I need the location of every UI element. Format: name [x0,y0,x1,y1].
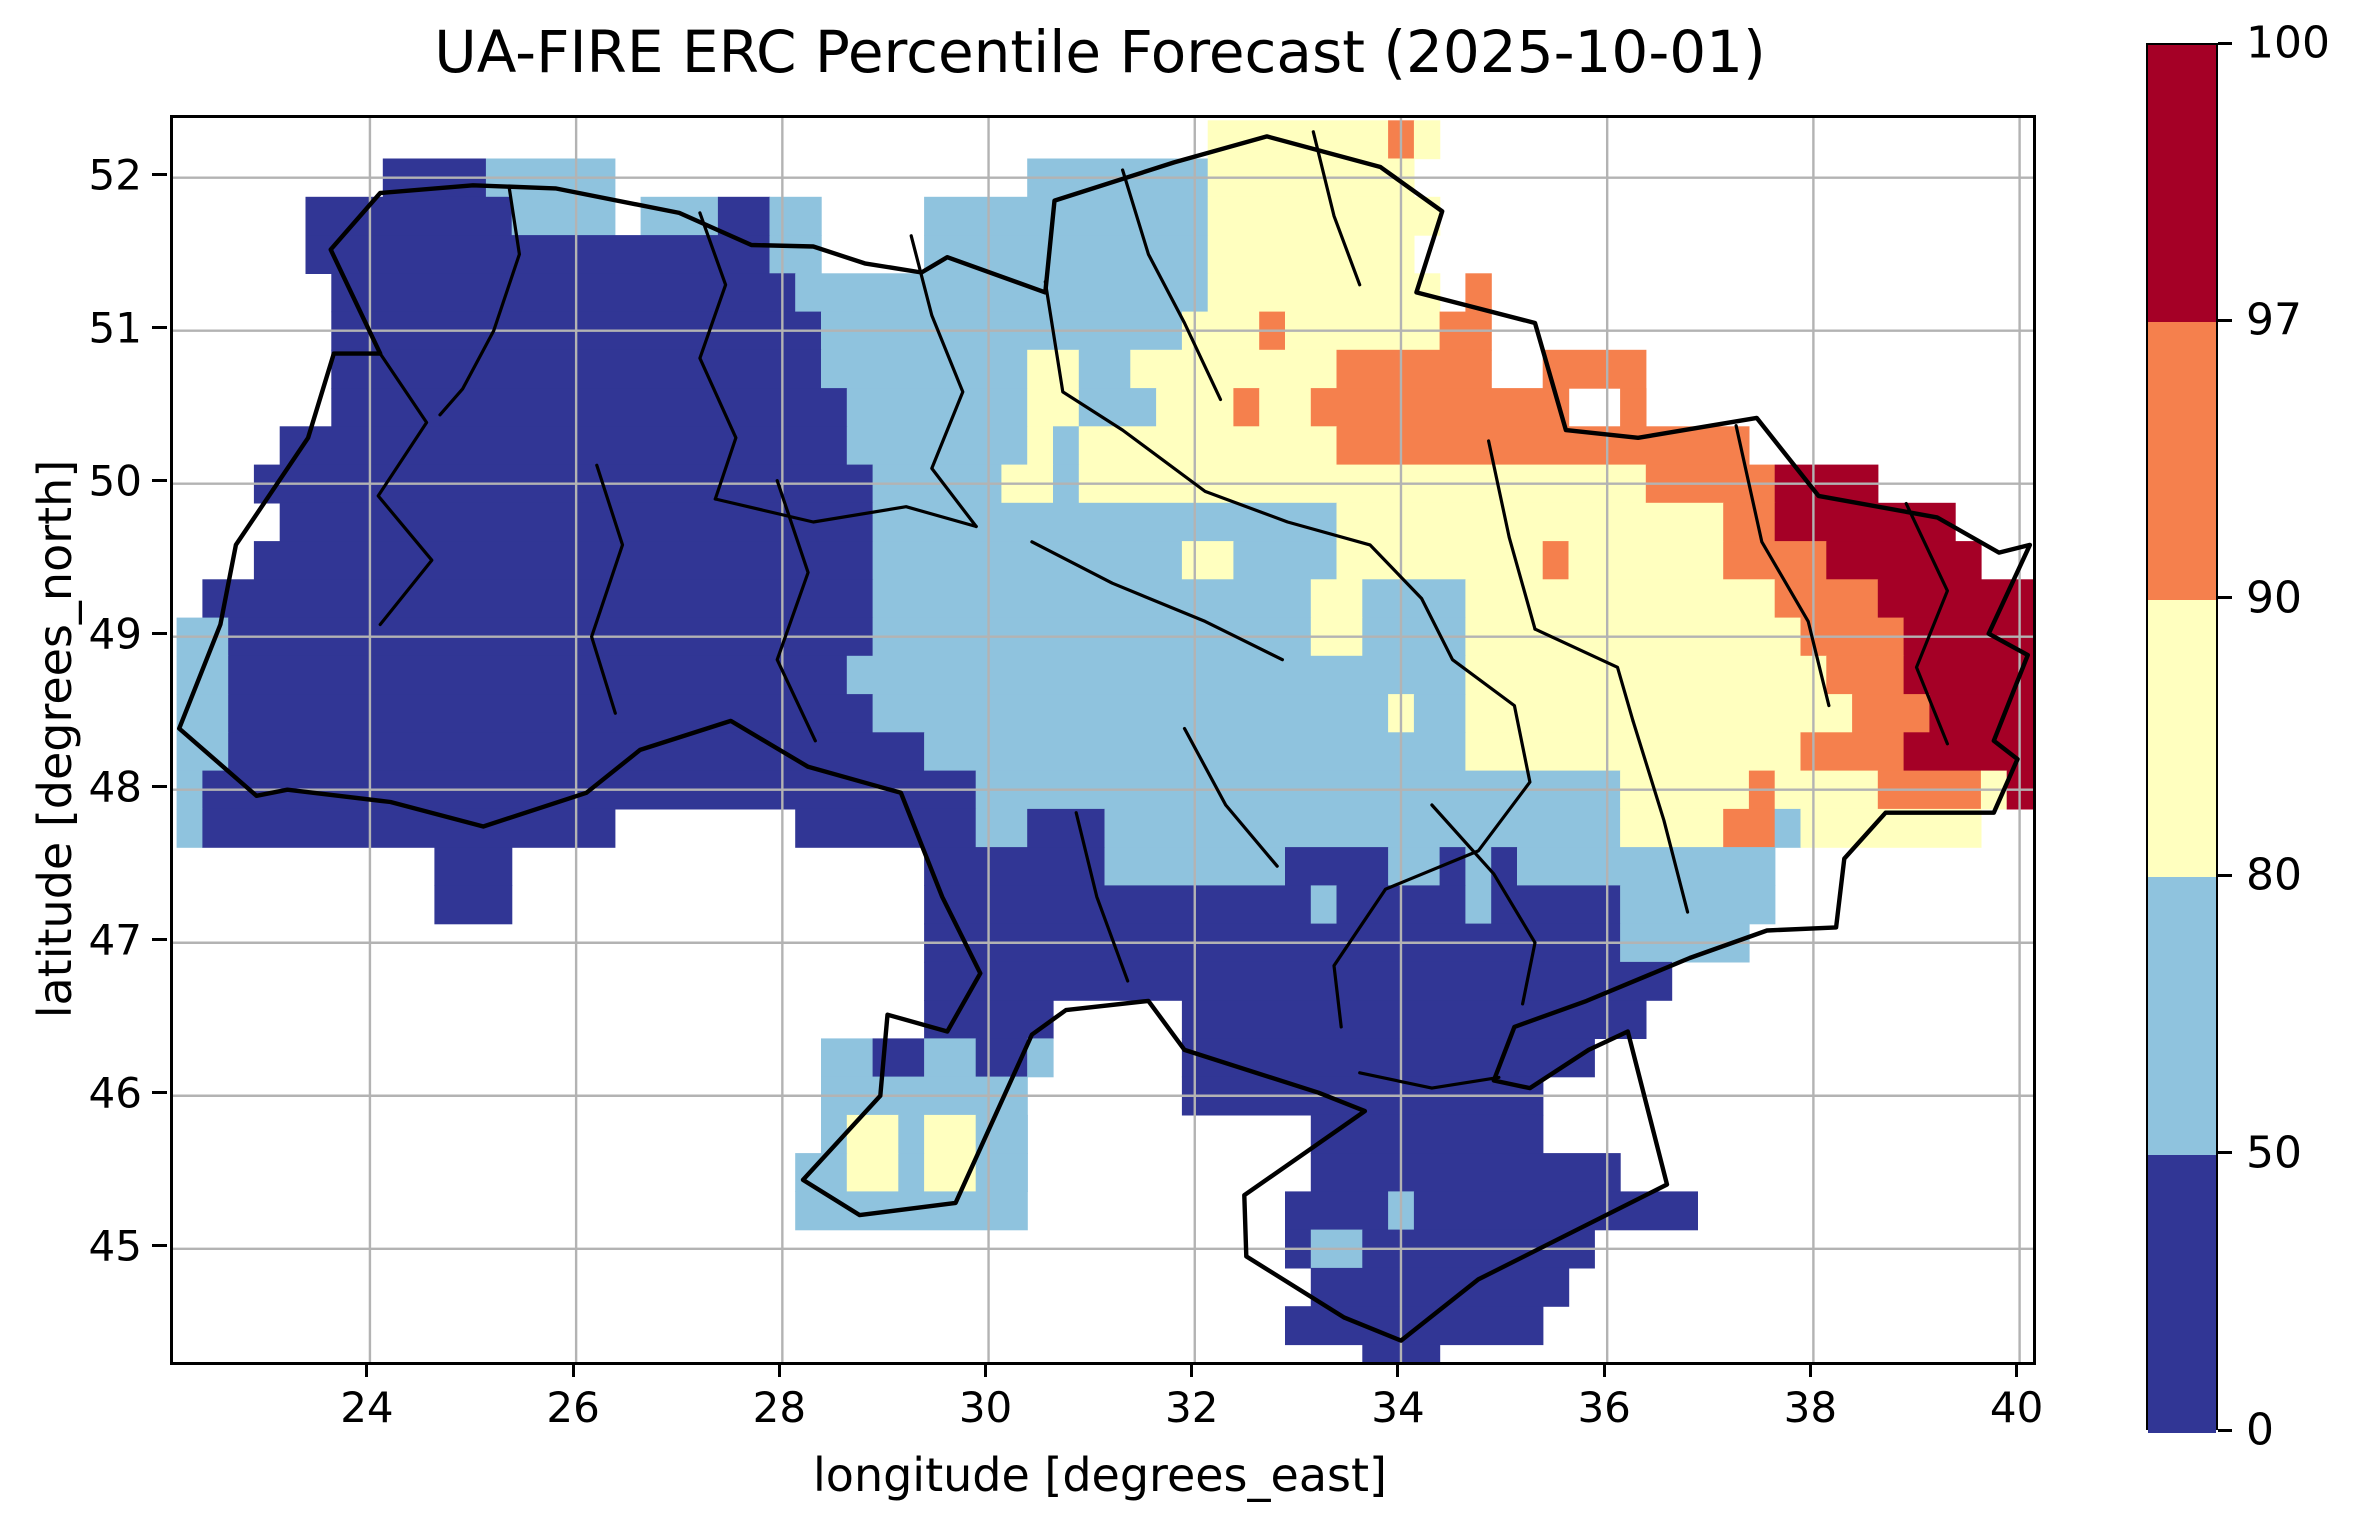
x-tick-label: 30 [958,1383,1013,1432]
x-tick-label: 34 [1371,1383,1425,1432]
x-tick-label: 38 [1783,1383,1838,1432]
y-tick-label: 49 [88,609,142,659]
y-tick-mark [152,632,167,636]
x-tick-mark [1602,1362,1606,1377]
x-tick-mark [1808,1362,1812,1377]
x-tick-mark [571,1362,575,1377]
x-tick-label: 36 [1577,1383,1631,1432]
colorbar-segment [2148,322,2216,601]
y-tick-label: 48 [88,762,142,812]
x-tick-label: 32 [1165,1383,1219,1432]
colorbar-tick-label: 97 [2246,294,2302,346]
y-tick-mark [152,1244,167,1248]
gridlines [173,118,2033,1362]
y-tick-label: 47 [88,915,142,965]
y-axis-label: latitude [degrees_north] [28,459,82,1019]
x-tick-mark [2015,1362,2019,1377]
colorbar-tick-mark [2218,318,2232,322]
y-tick-label: 45 [88,1221,142,1271]
y-tick-mark [152,785,167,789]
x-tick-mark [1396,1362,1400,1377]
x-tick-mark [1190,1362,1194,1377]
raster-cells [176,120,2033,1362]
x-axis-label: longitude [degrees_east] [813,1448,1387,1502]
chart-title: UA-FIRE ERC Percentile Forecast (2025-10… [434,18,1766,86]
colorbar-tick-label: 100 [2246,17,2330,69]
colorbar-segment [2148,1154,2216,1433]
colorbar-segment [2148,599,2216,879]
y-tick-mark [152,938,167,942]
y-tick-mark [152,1091,167,1095]
colorbar-segment [2148,45,2216,324]
x-tick-label: 24 [340,1383,394,1432]
colorbar-tick-label: 50 [2246,1127,2302,1179]
x-tick-mark [365,1362,369,1377]
y-tick-label: 52 [88,150,142,200]
y-tick-label: 46 [88,1068,142,1118]
colorbar-tick-mark [2218,596,2232,600]
x-tick-mark [777,1362,781,1377]
y-tick-mark [152,173,167,177]
colorbar-tick-mark [2218,873,2232,877]
colorbar-tick-label: 80 [2246,849,2302,901]
ukraine-heatmap [173,118,2033,1362]
admin-boundaries [176,130,2033,1343]
y-tick-mark [152,479,167,483]
x-tick-mark [984,1362,988,1377]
colorbar-tick-label: 0 [2246,1404,2274,1456]
x-tick-label: 26 [546,1383,600,1432]
x-tick-label: 40 [1989,1383,2044,1432]
colorbar-tick-mark [2218,41,2232,45]
colorbar-tick-mark [2218,1428,2232,1432]
colorbar-segment [2148,877,2216,1156]
colorbar [2146,43,2218,1433]
colorbar-tick-mark [2218,1151,2232,1155]
x-tick-label: 28 [752,1383,807,1432]
plot-area [170,115,2036,1365]
y-tick-label: 51 [88,303,142,353]
y-tick-label: 50 [88,456,142,506]
colorbar-tick-label: 90 [2246,572,2302,624]
y-tick-mark [152,326,167,330]
